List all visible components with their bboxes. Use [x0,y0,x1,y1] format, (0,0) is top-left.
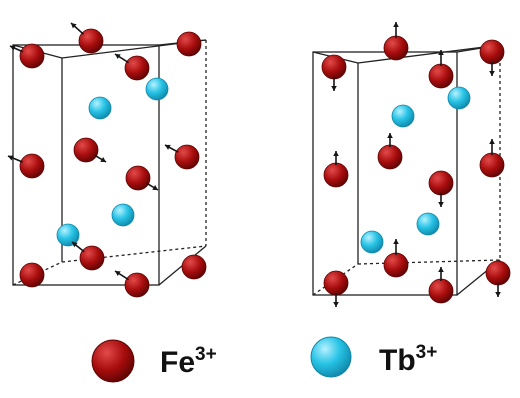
tb-ion-sphere [88,96,112,120]
tb-ion [360,230,384,254]
fe-ion-sphere [176,31,202,57]
spin-arrow-head-icon [438,267,444,272]
fe-ion-sphere [78,28,104,54]
fe-ion-sphere [124,272,150,298]
spin-arrow-head-icon [387,133,393,138]
fe-ion [479,39,505,76]
cell-edge [357,259,501,265]
fe-ion [176,31,202,57]
fe-ion-sphere [383,35,409,61]
fe-ion-sphere [383,252,409,278]
fe-ion [114,53,150,81]
fe-ion [73,137,107,163]
tb-ion [391,104,415,128]
spin-arrow-head-icon [333,302,339,307]
spin-arrow-head-icon [71,23,77,29]
fe-ion-sphere [485,260,511,286]
tb-ion [56,223,80,247]
tb-ion-sphere [56,223,80,247]
fe-ion [383,22,409,61]
fe-ion [323,270,349,307]
fe-ion [479,139,505,178]
legend-tb-symbol: Tb [379,344,416,377]
fe-ion [19,262,45,288]
fe-ion-sphere [377,144,403,170]
fe-ion-sphere [428,170,454,196]
spin-arrow-head-icon [489,139,495,144]
fe-ion-sphere [73,137,99,163]
tb-ion-sphere [360,230,384,254]
spin-arrow-head-icon [438,50,444,55]
fe-ion [485,260,511,297]
spin-arrow-head-icon [495,292,501,297]
fe-ion-sphere [19,153,45,179]
tb-ion-sphere [111,203,135,227]
fe-ion-sphere [479,39,505,65]
spin-arrow-head-icon [393,22,399,27]
fe-ion [383,239,409,278]
spin-arrow-head-icon [115,54,121,60]
legend-tb-ion-icon [310,336,352,378]
fe-ion [9,43,45,69]
tb-ion [447,86,471,110]
legend-tb-charge: 3+ [416,342,438,363]
tb-ion [145,77,169,101]
tb-ion [111,203,135,227]
fe-ion-sphere [124,55,150,81]
fe-ion-sphere [323,162,349,188]
fe-ion [7,153,45,179]
fe-ion-sphere [479,152,505,178]
fe-ion [125,165,159,191]
spin-arrow-head-icon [100,157,106,162]
fe-ion-sphere [321,54,347,80]
spin-arrow-head-icon [489,71,495,76]
cell-edge [357,44,501,64]
fe-ion-sphere [428,63,454,89]
tb-ion-sphere [447,86,471,110]
fe-ion [71,241,105,271]
fe-ion-sphere [19,43,45,69]
spin-arrow-head-icon [331,86,337,91]
spin-arrow-head-icon [438,202,444,207]
spin-arrow-head-icon [8,155,14,161]
spin-arrow-head-icon [10,45,16,51]
tb-ion-sphere [145,77,169,101]
fe-ion-sphere [125,165,151,191]
tb-ion-sphere [391,104,415,128]
fe-ion [181,254,207,280]
fe-ion-sphere [428,278,454,304]
fe-ion [428,267,454,304]
fe-ion [164,144,200,170]
fe-ion [321,54,347,91]
spin-arrow-head-icon [115,271,121,277]
fe-ion [428,50,454,89]
legend-fe-label: Fe3+ [160,344,217,379]
legend: Fe3+ Tb3+ [91,336,437,383]
legend-fe-symbol: Fe [160,346,195,379]
fe-ion [428,170,454,207]
spin-arrow-head-icon [165,144,171,150]
legend-tb-label: Tb3+ [379,342,437,377]
fe-ion [70,22,104,54]
fe-ion [377,133,403,170]
tb-ion [416,212,440,236]
tb-ion-sphere [416,212,440,236]
fe-ion-sphere [181,254,207,280]
spin-arrow-head-icon [152,185,158,190]
legend-fe-charge: 3+ [195,344,217,365]
fe-ion-sphere [19,262,45,288]
legend-fe-ion-icon [91,339,135,383]
tb-ion [88,96,112,120]
spin-arrow-head-icon [393,239,399,244]
spin-arrow-head-icon [333,151,339,156]
fe-ion [114,270,150,298]
atoms-layer [7,22,511,307]
spin-arrow-head-icon [72,242,78,248]
fe-ion-sphere [174,144,200,170]
fe-ion-sphere [323,270,349,296]
fe-ion [323,151,349,188]
fe-ion-sphere [79,245,105,271]
